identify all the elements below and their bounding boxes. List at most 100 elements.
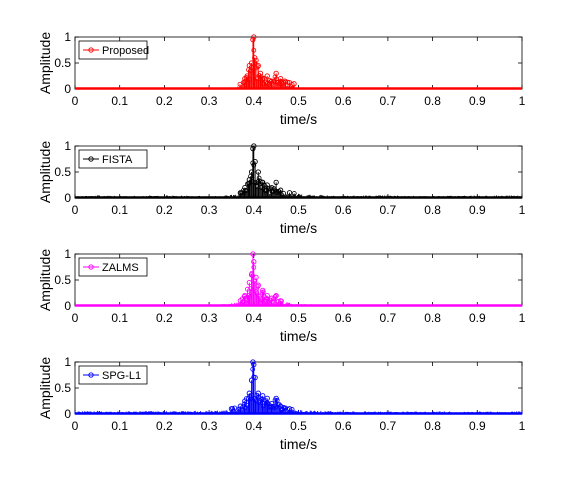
x-axis-label: time/s <box>280 328 317 344</box>
data-peak-marker <box>237 298 244 304</box>
data-marker <box>259 290 265 295</box>
data-peak-marker <box>250 145 256 152</box>
legend-marker <box>88 47 94 53</box>
legend-marker <box>88 156 94 162</box>
data-marker <box>258 297 264 303</box>
data-peak-marker <box>248 272 255 278</box>
data-peak-marker <box>269 78 275 84</box>
y-tick-label: 0 <box>64 407 71 421</box>
data-peak-marker <box>260 287 266 294</box>
x-tick-label: 0.5 <box>290 94 307 108</box>
x-tick-label: 0.4 <box>245 94 262 108</box>
y-axis-label: Amplitude <box>37 357 53 419</box>
legend-marker <box>88 372 94 378</box>
x-tick-label: 0.1 <box>111 94 128 108</box>
series-markers <box>237 34 297 87</box>
data-marker <box>251 47 257 53</box>
x-tick-label: 0.9 <box>469 419 486 433</box>
y-tick-label: 0 <box>64 299 71 313</box>
data-peak-marker <box>246 279 252 286</box>
data-peak-marker <box>252 158 258 165</box>
x-tick-label: 0.3 <box>201 203 218 217</box>
data-marker <box>278 190 283 196</box>
x-tick-label: 0.9 <box>469 94 486 108</box>
legend-label: FISTA <box>102 154 133 166</box>
data-peak-marker <box>242 292 248 299</box>
x-tick-label: 0.9 <box>469 311 486 325</box>
data-marker <box>281 405 287 410</box>
data-peak-marker <box>277 187 284 193</box>
subplot-3: 0 0.1 0.2 0.3 0.4 0.5 0.6 0.7 0.8 0.9 1 0 0.5 1 time/s… <box>37 247 526 344</box>
x-tick-label: 0.2 <box>156 203 173 217</box>
data-marker <box>276 402 282 408</box>
data-peak-marker <box>264 395 270 402</box>
x-tick-label: 0.8 <box>424 419 441 433</box>
data-peak-marker <box>273 292 279 299</box>
data-peak-marker <box>257 70 264 77</box>
data-peak-marker <box>286 406 293 412</box>
data-peak-marker <box>244 73 250 79</box>
data-marker <box>237 406 243 412</box>
data-marker <box>251 264 257 270</box>
x-tick-label: 0.7 <box>380 311 397 325</box>
x-tick-label: 1 <box>519 203 526 217</box>
data-peak-marker <box>242 184 248 191</box>
x-axis-label: time/s <box>280 436 317 452</box>
data-peak-marker <box>273 70 279 77</box>
x-tick-label: 1 <box>519 311 526 325</box>
x-axis-label: time/s <box>280 111 317 127</box>
data-peak-marker <box>277 298 284 304</box>
x-tick-label: 0 <box>72 203 79 217</box>
x-tick-label: 0.4 <box>245 311 262 325</box>
data-peak-marker <box>242 398 248 404</box>
data-marker <box>281 190 287 196</box>
x-tick-label: 0.7 <box>380 203 397 217</box>
subplot-2: 0 0.1 0.2 0.3 0.4 0.5 0.6 0.7 0.8 0.9 1 0 0.5 1 time/s… <box>37 139 526 236</box>
data-peak-marker <box>255 62 261 69</box>
data-peak-marker <box>260 393 266 399</box>
data-marker <box>243 188 249 194</box>
data-peak-marker <box>260 75 266 82</box>
y-tick-label: 1 <box>64 30 71 44</box>
data-marker <box>247 77 252 82</box>
data-marker <box>256 175 262 181</box>
data-peak-marker <box>237 403 244 409</box>
x-tick-label: 0.6 <box>335 203 352 217</box>
data-peak-marker <box>255 390 261 396</box>
data-peak-marker <box>282 78 288 84</box>
x-tick-label: 0.1 <box>111 311 128 325</box>
x-tick-label: 1 <box>519 94 526 108</box>
x-tick-label: 0.2 <box>156 94 173 108</box>
data-peak-marker <box>251 259 257 265</box>
x-tick-label: 0.6 <box>335 94 352 108</box>
legend-label: SPG-L1 <box>102 370 141 382</box>
data-peak-marker <box>228 406 235 412</box>
legend-box <box>78 365 148 385</box>
data-peak-marker <box>277 403 284 409</box>
series-markers <box>237 251 284 305</box>
x-tick-label: 0.3 <box>201 419 218 433</box>
x-tick-label: 0.9 <box>469 203 486 217</box>
data-marker <box>245 286 250 292</box>
x-tick-label: 0.1 <box>111 419 128 433</box>
data-marker <box>291 191 297 196</box>
y-tick-label: 0.5 <box>54 273 71 287</box>
data-peak-marker <box>248 169 255 175</box>
data-peak-marker <box>251 143 257 149</box>
y-tick-label: 0.5 <box>54 381 71 395</box>
x-tick-label: 0.4 <box>245 419 262 433</box>
y-axis-label: Amplitude <box>37 32 53 94</box>
x-tick-label: 0 <box>72 311 79 325</box>
legend-label: ZALMS <box>102 262 139 274</box>
x-tick-label: 0.3 <box>201 311 218 325</box>
series-line <box>74 254 523 306</box>
x-tick-label: 0.3 <box>201 94 218 108</box>
x-tick-label: 0 <box>72 419 79 433</box>
data-marker <box>264 81 269 87</box>
x-tick-label: 0.1 <box>111 203 128 217</box>
series-markers <box>237 143 297 196</box>
subplot-1: 0 0.1 0.2 0.3 0.4 0.5 0.6 0.7 0.8 0.9 1 0 0.5 1 time/s… <box>37 30 526 127</box>
data-peak-marker <box>251 361 257 368</box>
series-markers <box>228 359 295 413</box>
series-line <box>74 362 523 414</box>
